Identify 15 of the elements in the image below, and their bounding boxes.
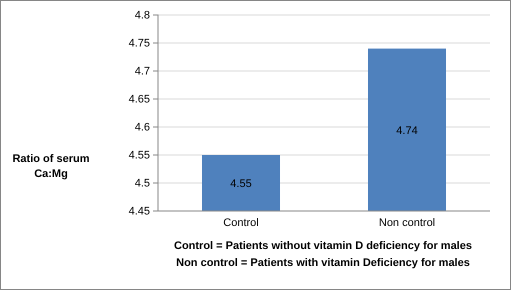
y-tick-label: 4.7	[134, 66, 150, 78]
y-axis-title: Ratio of serum Ca:Mg	[11, 152, 90, 182]
y-tick-label: 4.5	[134, 178, 150, 190]
text: Control = Patients without vitamin D deficiency for males	[174, 240, 472, 252]
y-tick-label: 4.45	[128, 206, 150, 218]
y-tick-label: 4.65	[128, 94, 150, 106]
y-tick-label: 4.55	[128, 150, 150, 162]
y-tick-label: 4.6	[134, 122, 150, 134]
x-tick-label: Control	[223, 217, 259, 230]
x-tick-label: Non control	[378, 217, 436, 230]
data-label: 4.74	[396, 124, 418, 137]
data-label: 4.55	[230, 178, 252, 190]
y-tick-label: 4.8	[134, 10, 150, 22]
text: Non control = Patients with vitamin Deficiency for males	[176, 257, 470, 269]
y-tick-label: 4.75	[128, 38, 150, 50]
